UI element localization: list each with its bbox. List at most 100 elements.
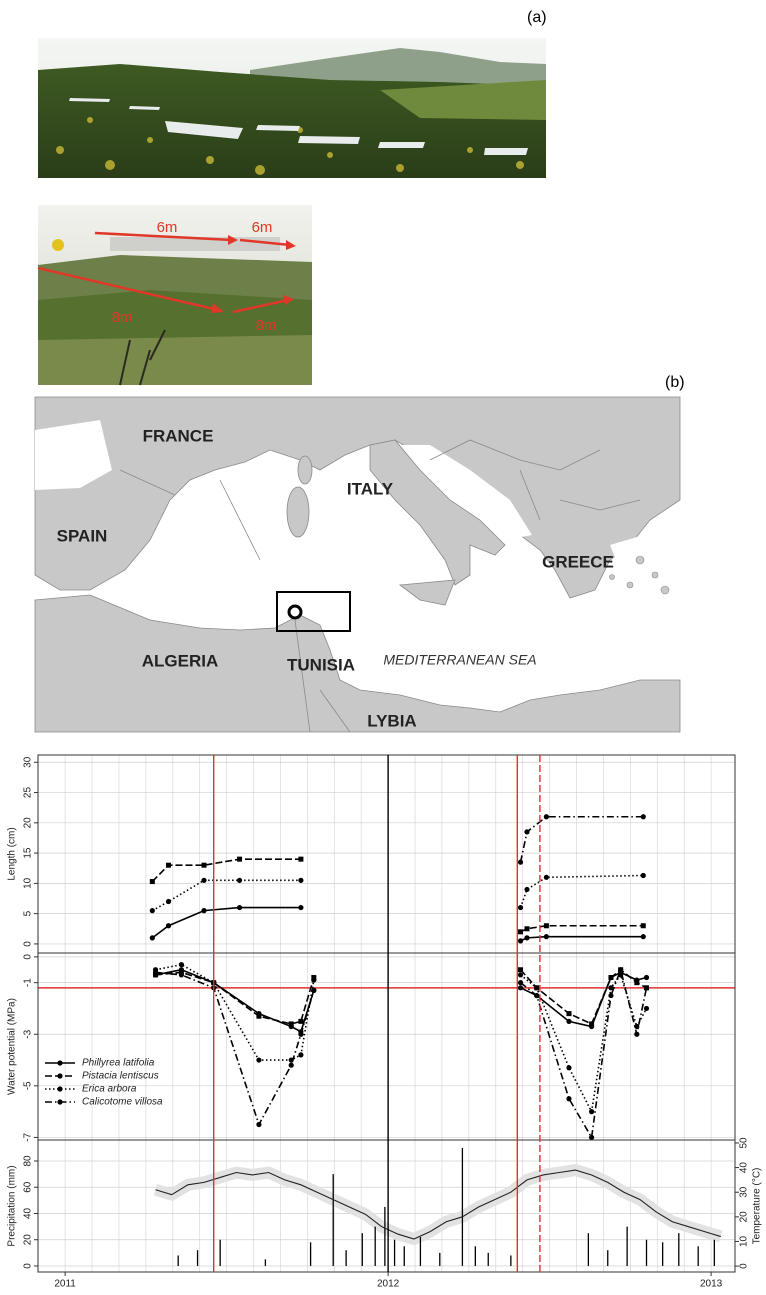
x-tick-label: 2013 [700, 1279, 723, 1290]
marker [534, 985, 540, 991]
marker [149, 908, 155, 914]
map: FRANCE ITALY SPAIN GREECE ALGERIA TUNISI… [34, 396, 681, 733]
marker [524, 829, 530, 835]
legend-marker [57, 1060, 63, 1066]
marker [517, 980, 524, 986]
marker [643, 985, 650, 991]
y-tick-label: 40 [23, 1207, 34, 1219]
marker [643, 1005, 650, 1012]
marker [517, 938, 524, 944]
x-tick-label: 2011 [54, 1279, 76, 1290]
marker [588, 1134, 595, 1141]
marker [543, 874, 549, 880]
legend-label: Phillyrea latifolia [82, 1058, 155, 1069]
marker [566, 1018, 572, 1024]
y-tick-label: 20 [23, 817, 34, 829]
map-label: SPAIN [57, 526, 108, 545]
marker [588, 1109, 595, 1115]
marker [311, 987, 317, 994]
marker [608, 975, 614, 981]
map-label: FRANCE [143, 426, 214, 445]
marker [566, 1065, 572, 1071]
marker [165, 898, 172, 905]
marker [236, 877, 243, 883]
map-label: TUNISIA [287, 655, 355, 674]
y2-tick-label: 40 [739, 1162, 750, 1174]
map-label: GREECE [542, 552, 614, 571]
marker [298, 1018, 304, 1024]
marker [298, 1031, 304, 1037]
marker [543, 923, 549, 929]
marker [256, 1057, 262, 1063]
marker [149, 879, 155, 885]
series-line [519, 815, 644, 863]
marker [589, 1021, 595, 1027]
map-label: LYBIA [367, 711, 416, 730]
y-tick-label: -5 [23, 1081, 34, 1090]
arrow-label: 6m [157, 219, 178, 236]
marker [311, 977, 317, 983]
marker [640, 814, 646, 820]
marker [566, 1011, 572, 1017]
marker [298, 877, 304, 883]
series-line [151, 906, 644, 942]
legend-marker [57, 1099, 63, 1105]
marker [608, 992, 614, 999]
map-label: MEDITERRANEAN SEA [383, 652, 536, 668]
marker [165, 862, 171, 868]
arrow-label: 8m [256, 317, 277, 334]
marker [534, 992, 540, 999]
marker [524, 935, 530, 941]
arrow-label: 6m [252, 219, 273, 236]
marker [643, 974, 650, 981]
marker [149, 935, 155, 941]
map-label: ITALY [347, 479, 394, 498]
series-line [151, 874, 644, 912]
marker [634, 980, 640, 986]
marker [256, 1121, 262, 1128]
legend-label: Pistacia lentiscus [82, 1071, 159, 1082]
marker [178, 962, 185, 968]
y-tick-label: 80 [23, 1155, 34, 1167]
marker [152, 969, 159, 975]
marker [524, 886, 530, 893]
marker [201, 877, 207, 883]
marker [543, 934, 549, 940]
marker [524, 926, 530, 932]
marker [288, 1062, 294, 1068]
marker [236, 904, 243, 911]
y-tick-label: -3 [23, 1029, 34, 1038]
temperature-band [153, 1164, 723, 1245]
y-tick-label: 0 [23, 941, 34, 947]
marker [608, 985, 614, 991]
marker [518, 929, 524, 935]
y2-tick-label: 30 [739, 1186, 750, 1198]
marker [640, 934, 646, 940]
y-tick-label: -1 [23, 978, 34, 987]
series-line [151, 858, 644, 933]
panel-label: (a) [527, 9, 547, 26]
y2-tick-label: 10 [739, 1235, 750, 1247]
y-tick-label: 0 [23, 1263, 34, 1269]
y-tick-label: 15 [23, 847, 34, 859]
marker [517, 904, 524, 911]
series-line [155, 963, 648, 1115]
marker [288, 1021, 294, 1027]
marker [298, 1052, 304, 1058]
series-line [155, 968, 647, 1026]
y2-axis-title: Temperature (°C) [752, 1168, 763, 1245]
legend-label: Calicotome villosa [82, 1097, 163, 1108]
y-axis-title: Precipitation (mm) [7, 1165, 18, 1246]
y2-tick-label: 0 [739, 1263, 750, 1269]
marker [640, 872, 646, 879]
marker [640, 923, 646, 929]
marker [178, 972, 185, 978]
legend-label: Erica arbora [82, 1084, 137, 1095]
map-label: ALGERIA [142, 651, 219, 670]
y-axis-title: Water potential (MPa) [7, 998, 18, 1095]
chart: 2011 2012 2013 0 5 10 15 20 25 30 Length (cm) 0 -1 -3… [7, 754, 763, 1290]
marker [201, 908, 207, 914]
marker [298, 856, 304, 862]
marker [256, 1013, 262, 1019]
